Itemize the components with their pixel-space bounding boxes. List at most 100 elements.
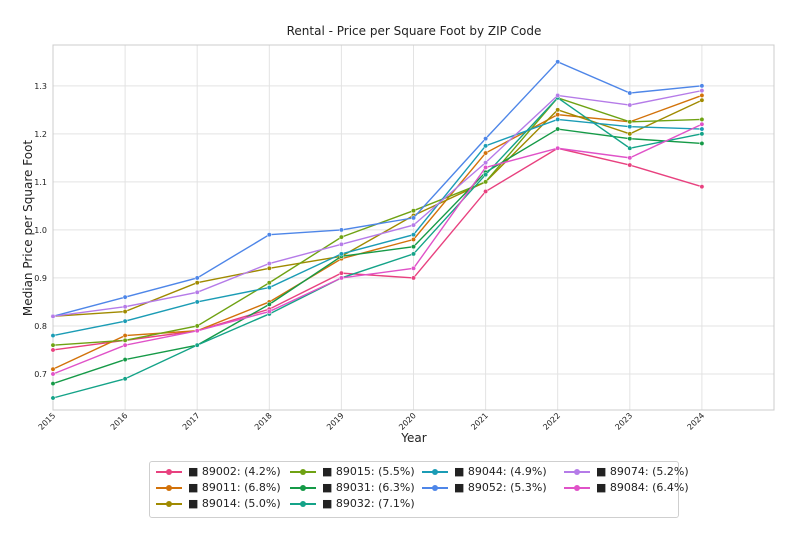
data-point bbox=[194, 328, 200, 334]
data-point bbox=[122, 304, 128, 310]
data-point bbox=[411, 275, 416, 281]
series-line bbox=[52, 147, 703, 351]
legend-item: ■ 89002: (4.2%) bbox=[156, 465, 281, 478]
legend-label: ■ 89052: (5.3%) bbox=[454, 481, 547, 494]
data-point bbox=[122, 294, 128, 300]
legend-swatch-icon bbox=[156, 467, 182, 477]
data-point bbox=[50, 313, 56, 319]
data-point bbox=[338, 270, 344, 276]
data-point bbox=[555, 116, 561, 122]
data-point bbox=[411, 251, 416, 257]
legend-item: ■ 89074: (5.2%) bbox=[564, 465, 689, 478]
data-point bbox=[699, 184, 705, 190]
legend-swatch-icon bbox=[564, 483, 590, 493]
series-lines bbox=[50, 59, 705, 401]
data-point bbox=[627, 102, 633, 108]
data-point bbox=[555, 145, 561, 151]
data-point bbox=[50, 347, 56, 353]
legend-item: ■ 89014: (5.0%) bbox=[156, 497, 281, 510]
data-point bbox=[483, 189, 489, 194]
x-tick-label: 2015 bbox=[37, 411, 58, 432]
data-point bbox=[122, 337, 128, 343]
series-line bbox=[52, 128, 702, 385]
data-point bbox=[699, 141, 705, 146]
legend-item: ■ 89084: (6.4%) bbox=[564, 481, 689, 494]
legend-label: ■ 89074: (5.2%) bbox=[596, 465, 689, 478]
data-point bbox=[483, 136, 489, 142]
legend-item: ■ 89044: (4.9%) bbox=[422, 465, 547, 478]
series-89084 bbox=[50, 121, 705, 377]
series-line bbox=[52, 123, 703, 375]
data-point bbox=[338, 234, 344, 240]
legend-swatch-icon bbox=[422, 483, 448, 493]
series-89031 bbox=[50, 126, 705, 387]
data-point bbox=[122, 357, 128, 363]
data-point bbox=[266, 309, 272, 314]
series-line bbox=[52, 60, 702, 318]
data-point bbox=[50, 333, 56, 339]
y-tick-label: 1.0 bbox=[34, 226, 47, 235]
data-point bbox=[122, 376, 128, 382]
x-tick-label: 2022 bbox=[541, 411, 562, 432]
data-point bbox=[483, 160, 489, 166]
data-point bbox=[50, 395, 56, 401]
data-point bbox=[699, 126, 705, 132]
series-line bbox=[52, 94, 703, 370]
data-point bbox=[266, 285, 272, 290]
data-point bbox=[122, 333, 128, 339]
legend-swatch-icon bbox=[290, 483, 316, 493]
data-point bbox=[338, 227, 344, 233]
legend-label: ■ 89014: (5.0%) bbox=[188, 497, 281, 510]
y-tick-label: 0.7 bbox=[34, 370, 47, 379]
data-point bbox=[627, 119, 633, 125]
data-point bbox=[411, 222, 416, 228]
data-point bbox=[627, 162, 633, 168]
series-line bbox=[52, 99, 703, 318]
data-point bbox=[411, 265, 416, 271]
data-point bbox=[122, 309, 128, 314]
data-point bbox=[627, 145, 633, 151]
data-point bbox=[699, 92, 705, 98]
data-point bbox=[699, 88, 705, 94]
data-point bbox=[483, 143, 489, 149]
data-point bbox=[122, 342, 128, 348]
legend-swatch-icon bbox=[564, 467, 590, 477]
data-point bbox=[50, 342, 56, 348]
data-point bbox=[411, 208, 416, 214]
legend-label: ■ 89084: (6.4%) bbox=[596, 481, 689, 494]
data-point bbox=[194, 299, 200, 305]
x-axis-label: Year bbox=[400, 431, 426, 445]
y-tick-label: 0.8 bbox=[34, 322, 47, 331]
series-89044 bbox=[50, 116, 705, 339]
data-point bbox=[194, 342, 200, 348]
data-point bbox=[266, 280, 272, 286]
plot-frame bbox=[52, 44, 775, 411]
data-point bbox=[699, 83, 705, 89]
data-point bbox=[411, 244, 416, 250]
data-point bbox=[555, 126, 561, 132]
legend-item: ■ 89011: (6.8%) bbox=[156, 481, 281, 494]
series-line bbox=[52, 118, 702, 337]
legend-swatch-icon bbox=[422, 467, 448, 477]
legend-swatch-icon bbox=[156, 499, 182, 509]
series-89052 bbox=[50, 59, 705, 319]
legend-item: ■ 89031: (6.3%) bbox=[290, 481, 415, 494]
data-point bbox=[555, 59, 561, 65]
data-point bbox=[266, 232, 272, 238]
data-point bbox=[627, 131, 633, 137]
legend-label: ■ 89002: (4.2%) bbox=[188, 465, 281, 478]
series-line bbox=[52, 89, 703, 318]
series-line bbox=[52, 96, 703, 399]
data-point bbox=[699, 131, 705, 137]
legend-label: ■ 89044: (4.9%) bbox=[454, 465, 547, 478]
data-point bbox=[411, 215, 416, 221]
legend-item: ■ 89052: (5.3%) bbox=[422, 481, 547, 494]
data-point bbox=[50, 366, 56, 372]
data-point bbox=[627, 155, 633, 161]
data-point bbox=[194, 289, 200, 295]
x-tick-label: 2019 bbox=[325, 411, 346, 432]
data-point bbox=[483, 150, 489, 156]
x-tick-label: 2020 bbox=[397, 411, 418, 432]
legend-label: ■ 89015: (5.5%) bbox=[322, 465, 415, 478]
